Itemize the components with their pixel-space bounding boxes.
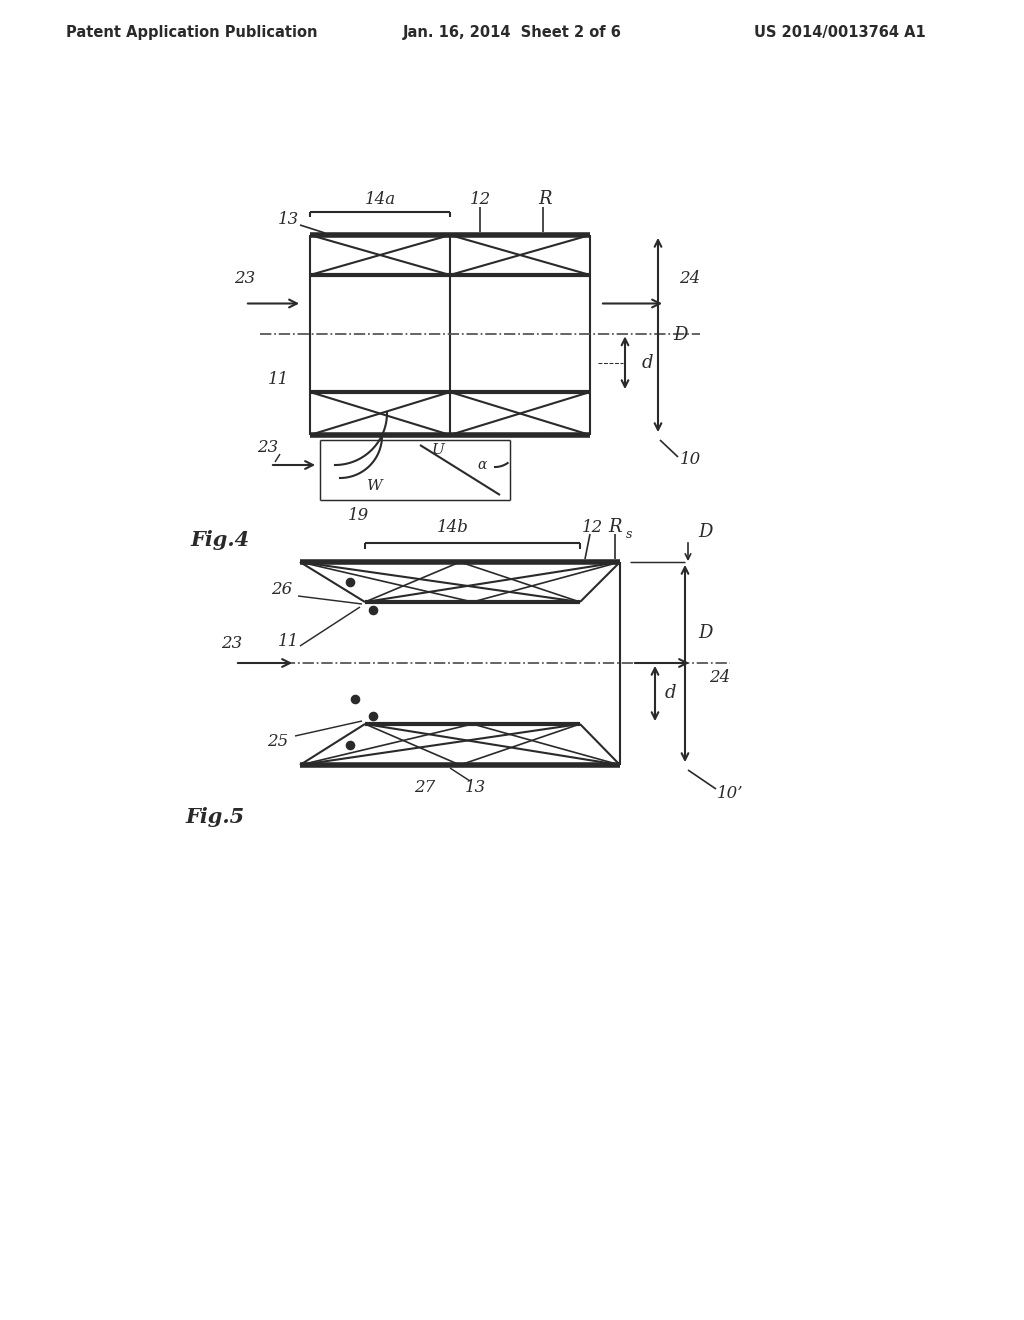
Text: 14a: 14a	[365, 190, 395, 207]
Point	[347, 689, 364, 710]
Point	[365, 599, 381, 620]
Text: Patent Application Publication: Patent Application Publication	[67, 25, 317, 40]
Text: W: W	[368, 479, 383, 492]
Text: D: D	[697, 624, 712, 643]
Text: 23: 23	[221, 635, 243, 652]
Text: U: U	[431, 444, 444, 457]
Text: 10’: 10’	[717, 784, 743, 801]
Text: D: D	[697, 523, 712, 541]
Text: 11: 11	[267, 371, 289, 388]
Text: 19: 19	[347, 507, 369, 524]
Point	[365, 705, 381, 726]
Text: 23: 23	[257, 440, 279, 457]
Text: α: α	[477, 458, 486, 473]
Text: 24: 24	[679, 271, 700, 286]
Text: 11: 11	[278, 632, 299, 649]
Text: R: R	[608, 517, 622, 536]
Text: Fig.4: Fig.4	[190, 531, 250, 550]
Text: 24: 24	[710, 669, 731, 686]
Text: 10: 10	[679, 451, 700, 469]
Text: 12: 12	[469, 190, 490, 207]
Text: Jan. 16, 2014  Sheet 2 of 6: Jan. 16, 2014 Sheet 2 of 6	[402, 25, 622, 40]
Text: s: s	[626, 528, 632, 540]
Text: d: d	[665, 685, 676, 702]
Text: R: R	[539, 190, 552, 209]
Text: US 2014/0013764 A1: US 2014/0013764 A1	[754, 25, 926, 40]
Text: 12: 12	[582, 519, 603, 536]
Text: 13: 13	[464, 779, 485, 796]
Text: d: d	[641, 354, 652, 372]
Point	[342, 572, 358, 593]
Text: 14b: 14b	[436, 519, 468, 536]
Text: 13: 13	[278, 211, 299, 228]
Text: 27: 27	[415, 779, 435, 796]
Text: 23: 23	[234, 271, 256, 286]
Text: Fig.5: Fig.5	[185, 807, 245, 828]
Text: 26: 26	[271, 582, 293, 598]
Text: 25: 25	[267, 734, 289, 751]
Text: D: D	[673, 326, 687, 345]
Point	[342, 734, 358, 755]
